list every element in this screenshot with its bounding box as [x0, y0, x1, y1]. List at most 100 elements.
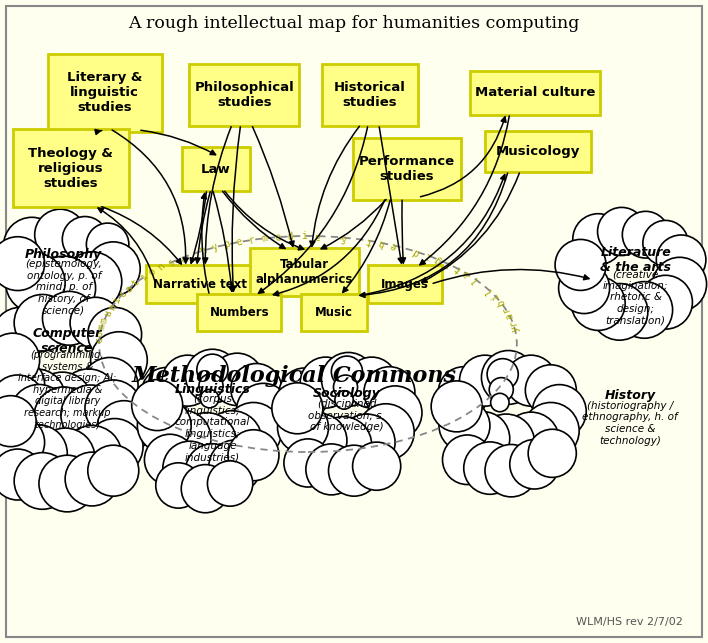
Circle shape: [439, 400, 490, 451]
Text: A rough intellectual map for humanities computing: A rough intellectual map for humanities …: [128, 15, 580, 32]
Circle shape: [65, 452, 119, 506]
Circle shape: [284, 439, 332, 487]
Circle shape: [481, 350, 535, 404]
Text: g: g: [433, 254, 444, 266]
Text: o: o: [147, 266, 158, 278]
Text: n: n: [106, 302, 118, 311]
FancyBboxPatch shape: [321, 64, 418, 126]
FancyBboxPatch shape: [301, 294, 367, 331]
Circle shape: [202, 411, 262, 470]
Circle shape: [333, 375, 358, 399]
Circle shape: [35, 428, 95, 487]
Circle shape: [61, 385, 120, 444]
Circle shape: [70, 297, 121, 349]
Circle shape: [32, 256, 96, 320]
Circle shape: [200, 390, 219, 408]
Circle shape: [329, 445, 379, 496]
Text: s: s: [166, 257, 176, 268]
Circle shape: [346, 357, 397, 408]
Circle shape: [11, 385, 67, 441]
Text: y: y: [210, 242, 219, 253]
Circle shape: [643, 221, 688, 266]
FancyBboxPatch shape: [353, 138, 462, 200]
Circle shape: [555, 239, 606, 291]
Circle shape: [338, 414, 395, 471]
Circle shape: [438, 367, 489, 418]
Text: Methodological Commons: Methodological Commons: [131, 365, 457, 387]
Circle shape: [34, 387, 93, 446]
Circle shape: [6, 253, 65, 312]
Text: t: t: [452, 263, 464, 275]
Circle shape: [272, 383, 323, 434]
Circle shape: [464, 442, 516, 494]
FancyBboxPatch shape: [146, 266, 255, 303]
Text: i: i: [442, 258, 454, 269]
Text: Historical
studies: Historical studies: [333, 81, 406, 109]
Circle shape: [35, 209, 86, 260]
Text: p: p: [222, 239, 232, 250]
Circle shape: [86, 223, 129, 266]
Circle shape: [0, 415, 45, 469]
FancyBboxPatch shape: [48, 53, 161, 132]
Circle shape: [137, 399, 191, 453]
Text: Music: Music: [315, 306, 353, 319]
Circle shape: [142, 367, 191, 417]
Circle shape: [331, 356, 362, 387]
FancyBboxPatch shape: [368, 266, 442, 303]
Circle shape: [0, 449, 43, 500]
Circle shape: [358, 404, 414, 460]
Circle shape: [442, 435, 492, 485]
Circle shape: [185, 349, 239, 403]
Text: e: e: [389, 240, 398, 251]
Circle shape: [573, 213, 624, 265]
Text: a: a: [314, 231, 320, 241]
Circle shape: [278, 402, 329, 453]
Text: e: e: [234, 237, 244, 248]
Circle shape: [0, 307, 47, 361]
Circle shape: [14, 453, 71, 509]
Circle shape: [353, 442, 401, 490]
Circle shape: [306, 444, 357, 495]
Circle shape: [616, 282, 673, 338]
Text: h: h: [377, 237, 386, 249]
Circle shape: [86, 419, 143, 475]
Text: (epistemology,
ontology, p. of
mind; p. of
history, of
science): (epistemology, ontology, p. of mind; p. …: [25, 259, 102, 316]
FancyBboxPatch shape: [485, 131, 591, 172]
Circle shape: [478, 414, 535, 471]
Text: y: y: [510, 325, 520, 332]
Text: (disciplined
observation; s.
of knowledge): (disciplined observation; s. of knowledg…: [309, 399, 385, 432]
Text: d: d: [411, 246, 422, 258]
Text: i: i: [423, 249, 433, 261]
Circle shape: [598, 208, 646, 255]
Text: u: u: [102, 309, 113, 318]
Circle shape: [532, 385, 586, 439]
Circle shape: [0, 375, 45, 429]
Circle shape: [523, 403, 579, 459]
Text: m: m: [99, 316, 110, 324]
Circle shape: [88, 445, 139, 496]
FancyBboxPatch shape: [189, 64, 299, 126]
Text: r: r: [247, 235, 256, 246]
FancyBboxPatch shape: [470, 71, 600, 114]
Text: Literature
& the arts: Literature & the arts: [600, 246, 671, 274]
Text: t: t: [365, 235, 373, 246]
Text: Computer
science: Computer science: [33, 327, 102, 355]
Text: ,: ,: [176, 253, 187, 264]
Circle shape: [156, 463, 201, 508]
Text: m: m: [261, 233, 268, 244]
FancyBboxPatch shape: [198, 294, 281, 331]
Circle shape: [197, 354, 228, 385]
Circle shape: [571, 276, 625, 331]
Text: i: i: [138, 272, 149, 283]
Text: l: l: [469, 274, 481, 284]
Circle shape: [211, 353, 263, 406]
Circle shape: [199, 374, 223, 398]
Text: Linguistics: Linguistics: [174, 383, 251, 395]
Circle shape: [0, 358, 45, 412]
Circle shape: [456, 412, 510, 466]
Circle shape: [0, 333, 40, 387]
Text: Tabular
alphanumerics: Tabular alphanumerics: [256, 258, 353, 286]
Circle shape: [622, 212, 669, 258]
Circle shape: [656, 235, 706, 285]
Text: Numbers: Numbers: [210, 306, 269, 319]
